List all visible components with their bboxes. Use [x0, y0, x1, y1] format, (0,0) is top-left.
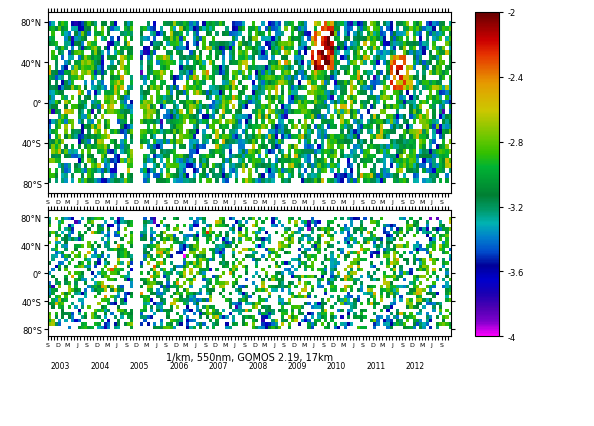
Text: 2005: 2005	[129, 219, 149, 228]
Text: 2012: 2012	[406, 219, 425, 228]
Text: 2003: 2003	[51, 362, 70, 371]
X-axis label: 1/km, 550nm, GOMOS 3.00, 17km: 1/km, 550nm, GOMOS 3.00, 17km	[166, 210, 333, 220]
Text: 2004: 2004	[90, 362, 110, 371]
X-axis label: 1/km, 550nm, GOMOS 2.19, 17km: 1/km, 550nm, GOMOS 2.19, 17km	[166, 353, 333, 363]
Text: 2004: 2004	[90, 219, 110, 228]
Text: 2007: 2007	[208, 362, 228, 371]
Text: 2003: 2003	[51, 219, 70, 228]
Text: 2011: 2011	[366, 219, 386, 228]
Text: 2008: 2008	[248, 219, 267, 228]
Text: 2006: 2006	[169, 362, 188, 371]
Text: 2009: 2009	[287, 362, 307, 371]
Text: 2008: 2008	[248, 362, 267, 371]
Text: 2006: 2006	[169, 219, 188, 228]
Text: 2010: 2010	[327, 219, 346, 228]
Text: 2010: 2010	[327, 362, 346, 371]
Text: 2012: 2012	[406, 362, 425, 371]
Text: 2009: 2009	[287, 219, 307, 228]
Text: 2007: 2007	[208, 219, 228, 228]
Text: 2011: 2011	[366, 362, 386, 371]
Text: 2005: 2005	[129, 362, 149, 371]
